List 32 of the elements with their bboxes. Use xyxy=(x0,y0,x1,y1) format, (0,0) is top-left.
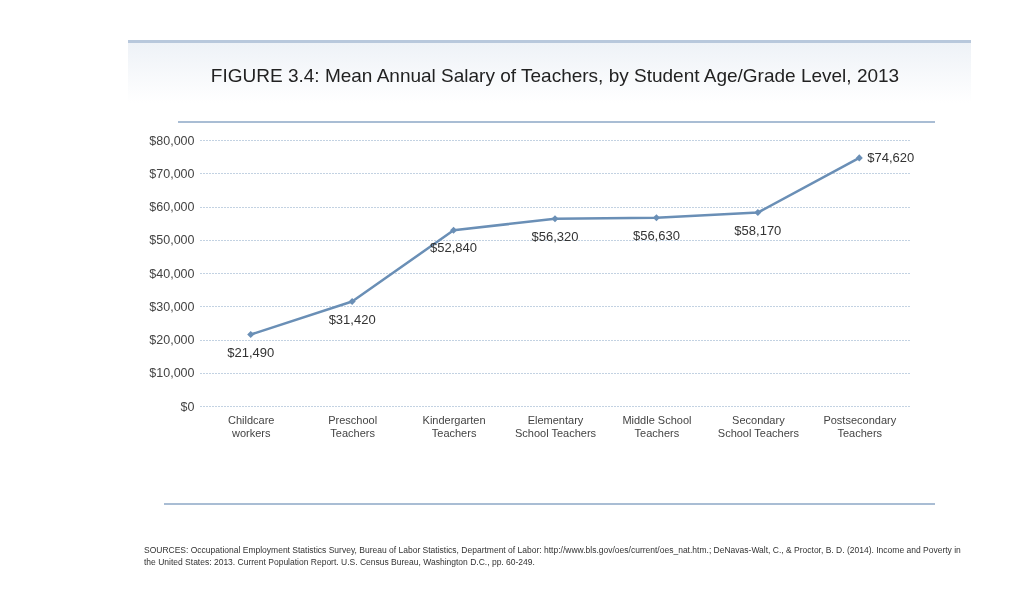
x-tick-label: Secondary School Teachers xyxy=(717,413,800,439)
point xyxy=(652,214,660,222)
point xyxy=(855,154,863,162)
data-label: $21,490 xyxy=(227,344,275,360)
y-tick-label: $0 xyxy=(180,399,195,414)
data-label: $31,420 xyxy=(328,311,376,327)
data-label: $58,170 xyxy=(734,222,782,238)
y-tick-label: $20,000 xyxy=(149,333,195,347)
x-tick-label: Kindergarten Teachers xyxy=(422,413,486,439)
x-tick-label: Elementary School Teachers xyxy=(514,413,597,439)
y-tick-label: $50,000 xyxy=(149,233,195,248)
y-tick-label: $30,000 xyxy=(149,299,195,314)
data-label: $52,840 xyxy=(430,240,478,256)
data-label: $56,320 xyxy=(531,228,579,244)
source-note: SOURCES: Occupational Employment Statistics Survey, Bureau of Labor Statistics, Department of Labor: http://www.bls.gov/oes/current/oes_nat.htm.; DeNavas-Walt, C., & Proctor, B. D. (2014). Income and Poverty in the United States: 2013. Current Population Report. U.S. Census Bureau, Washington D.C., pp. 60-249. xyxy=(144,545,962,569)
point xyxy=(348,297,356,306)
y-tick-label: $70,000 xyxy=(149,166,195,181)
y-tick-label: $60,000 xyxy=(149,200,195,214)
point xyxy=(450,226,458,234)
chart-title: FIGURE 3.4: Mean Annual Salary of Teachers, by Student Age/Grade Level, 2013 xyxy=(210,65,900,86)
x-tick-label: Childcare workers xyxy=(227,413,275,439)
y-tick-label: $80,000 xyxy=(149,133,195,148)
x-tick-label: Middle School Teachers xyxy=(622,413,692,439)
x-tick-label: Preschool Teachers xyxy=(328,413,378,439)
y-tick-label: $40,000 xyxy=(149,266,195,281)
point xyxy=(247,331,255,339)
point xyxy=(754,209,762,217)
y-tick-label: $10,000 xyxy=(149,366,195,381)
data-label: $74,620 xyxy=(867,149,915,165)
data-label: $56,630 xyxy=(632,227,680,243)
point xyxy=(551,215,559,223)
x-tick-label: Postsecondary Teachers xyxy=(823,413,897,439)
